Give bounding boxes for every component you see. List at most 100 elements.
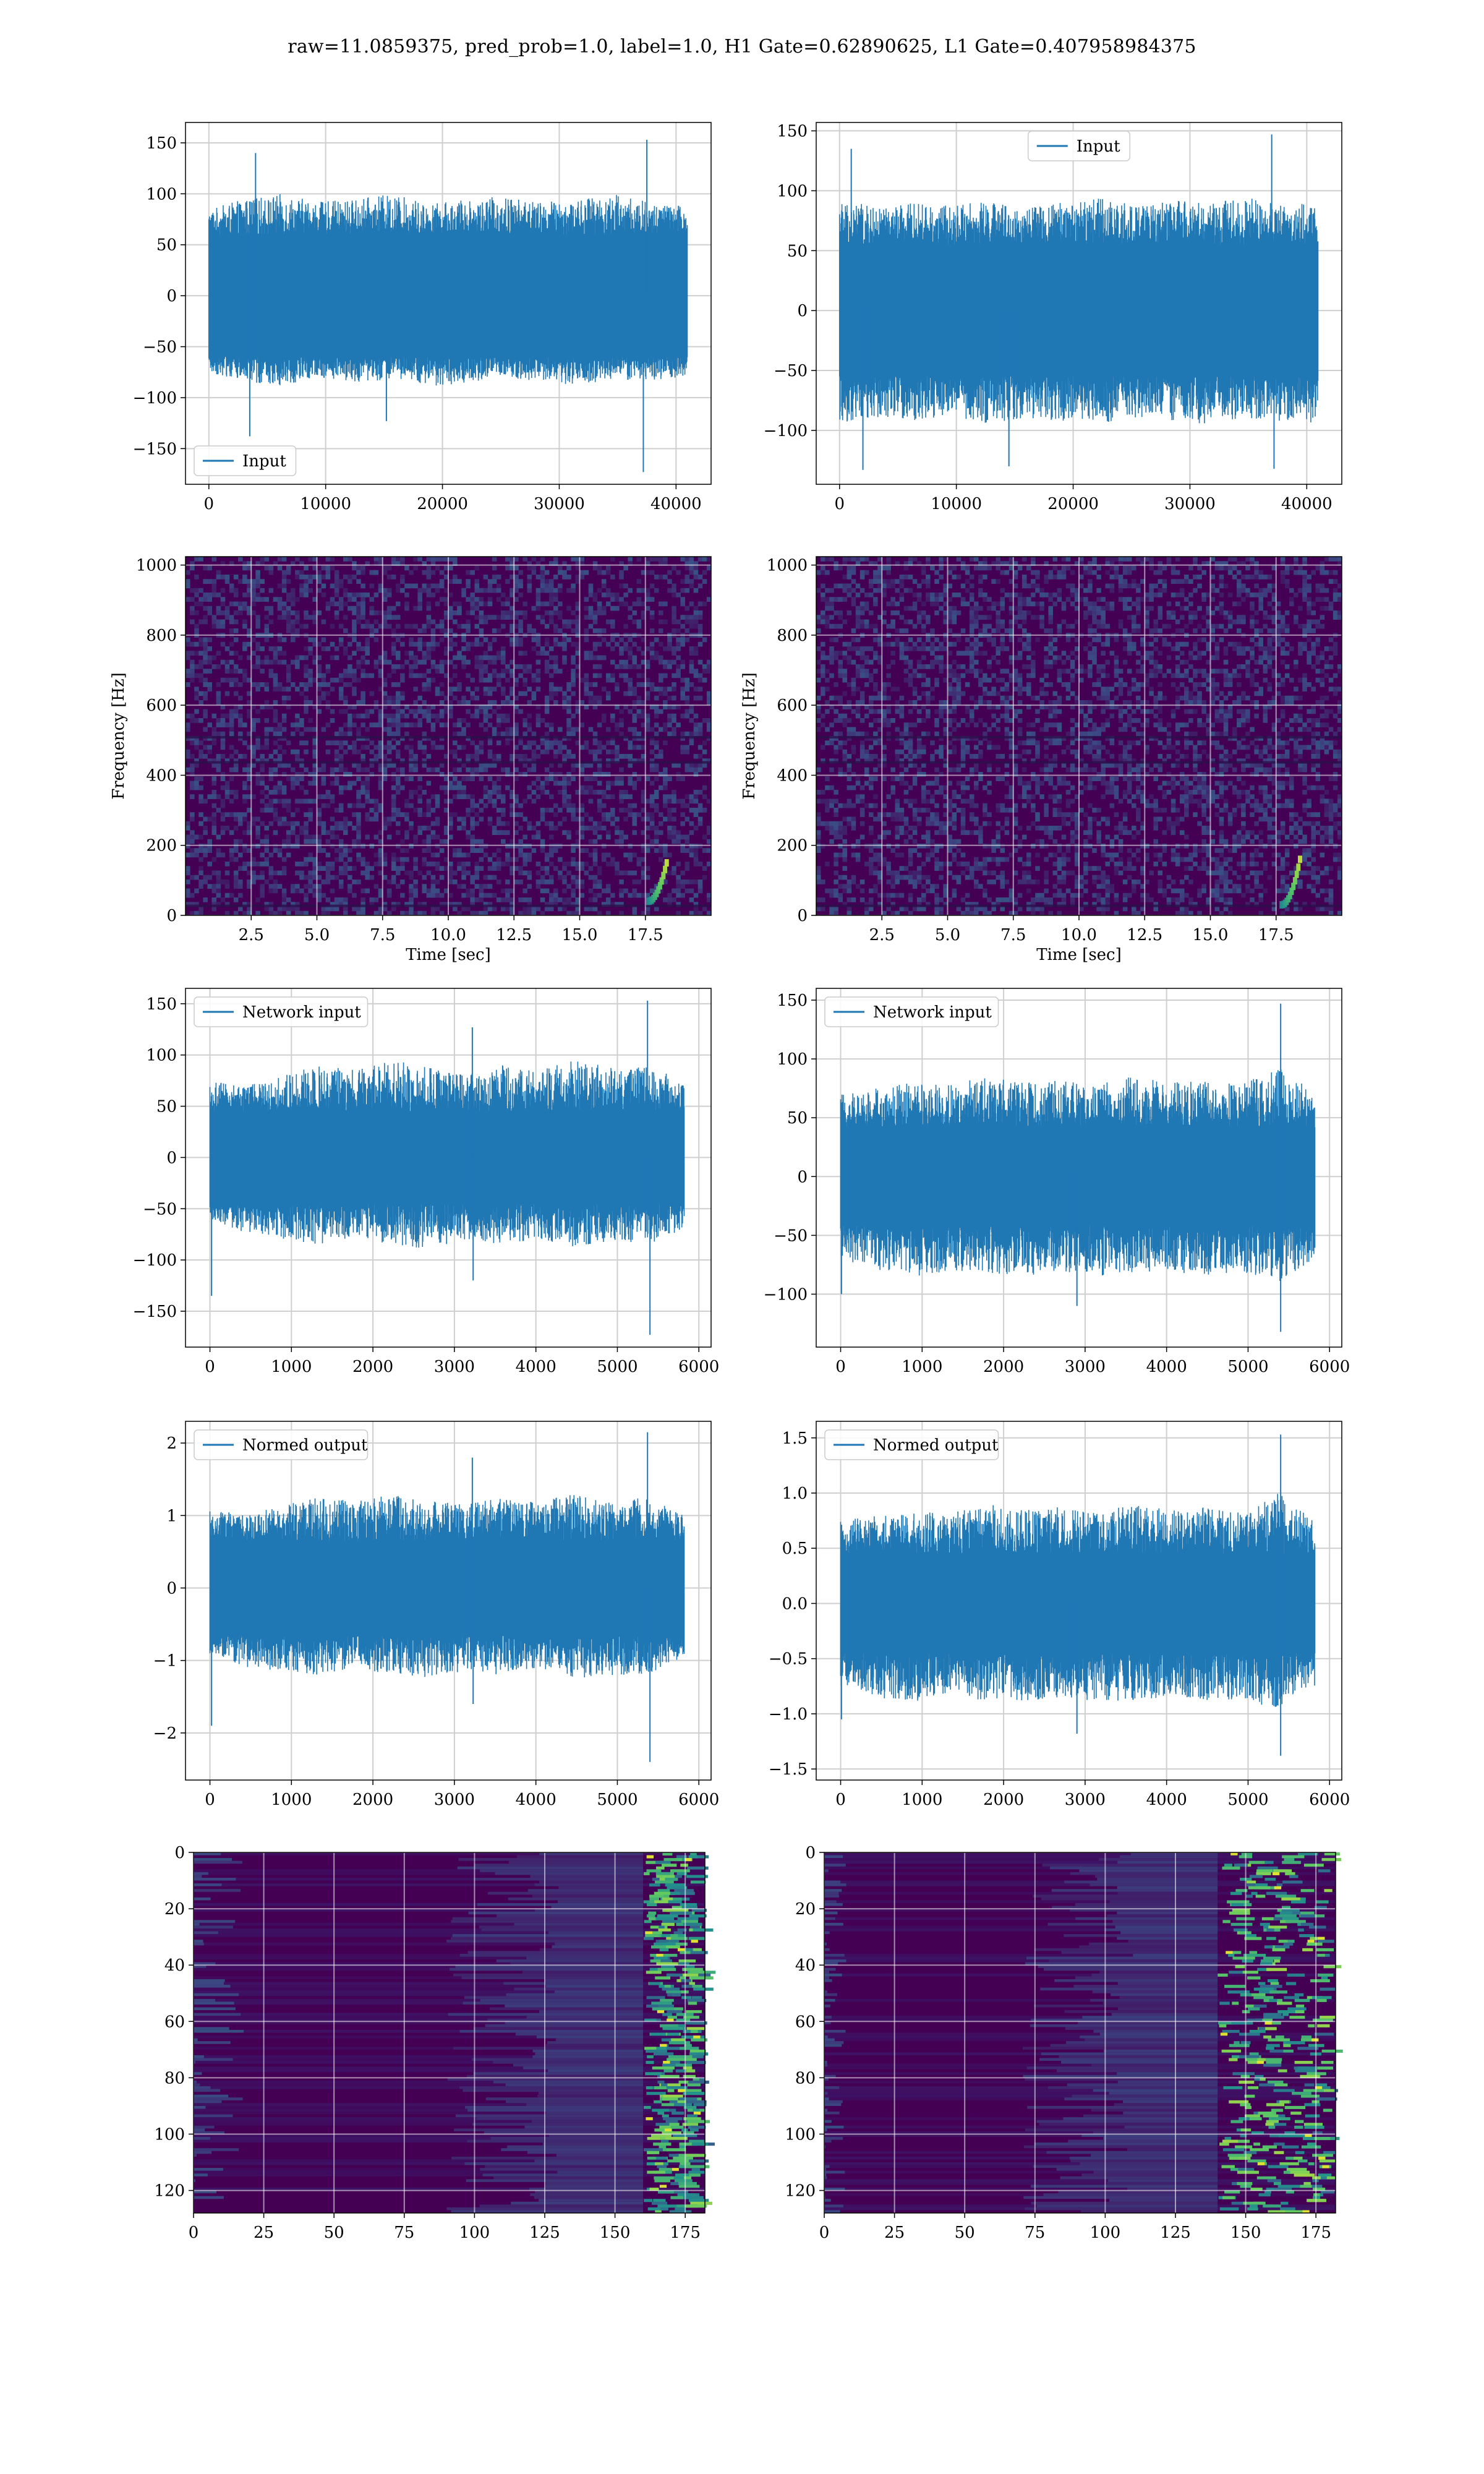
hot-pixel xyxy=(657,2010,665,2014)
y-tick-label: −100 xyxy=(764,422,808,440)
hot-pixel xyxy=(664,2128,672,2132)
x-tick-label: 1000 xyxy=(271,1791,312,1809)
y-tick-label: 100 xyxy=(146,185,177,203)
y-tick-label: 40 xyxy=(164,1956,185,1975)
x-tick-label: 1000 xyxy=(902,1791,942,1809)
legend: Normed output xyxy=(824,1429,999,1460)
x-tick-label: 0 xyxy=(835,1358,846,1376)
x-tick-label: 4000 xyxy=(516,1358,556,1376)
x-tick-label: 5000 xyxy=(597,1791,638,1809)
axes-frame xyxy=(816,122,1342,485)
y-tick-label: 800 xyxy=(777,627,808,645)
hot-pixel xyxy=(1230,1852,1238,1856)
hot-pixel xyxy=(691,1940,698,1943)
hot-pixel xyxy=(672,2168,679,2172)
y-axis-label: Frequency [Hz] xyxy=(109,672,128,800)
y-tick-label: 50 xyxy=(156,236,177,255)
y-tick-label: 120 xyxy=(785,2182,816,2201)
x-tick-label: 0 xyxy=(835,495,845,513)
axes-frame xyxy=(824,1852,1336,2214)
hot-pixel xyxy=(678,2089,685,2092)
x-tick-label: 17.5 xyxy=(628,926,663,944)
hot-pixel xyxy=(1322,2165,1329,2168)
x-tick-label: 75 xyxy=(1025,2224,1045,2242)
x-tick-label: 3000 xyxy=(1065,1791,1106,1809)
y-tick-label: 150 xyxy=(146,995,177,1014)
x-tick-label: 2000 xyxy=(352,1791,393,1809)
hot-pixel xyxy=(1307,1940,1315,1943)
y-tick-label: 1.0 xyxy=(782,1484,808,1503)
x-tick-label: 100 xyxy=(459,2224,490,2242)
y-tick-label: 200 xyxy=(777,837,808,855)
y-tick-label: −1.0 xyxy=(769,1705,808,1724)
y-tick-label: 60 xyxy=(164,2013,185,2031)
x-tick-label: 40000 xyxy=(650,495,702,513)
axes-frame xyxy=(185,556,712,916)
signal-series xyxy=(208,140,688,473)
chart-input-l1: Input 0 10000 20000 30000 40000 −100 −50 0 50 100 1… xyxy=(764,122,1342,513)
legend: Input xyxy=(1028,131,1130,161)
y-tick-label: 100 xyxy=(146,1047,177,1065)
y-tick-label: −1.5 xyxy=(769,1760,808,1779)
x-tick-label: 15.0 xyxy=(562,926,598,944)
hot-pixel xyxy=(663,2061,670,2065)
x-tick-label: 15.0 xyxy=(1193,926,1229,944)
legend: Normed output xyxy=(194,1429,369,1460)
x-tick-label: 125 xyxy=(1160,2224,1191,2242)
chirp-signal xyxy=(1291,883,1296,891)
signal-series xyxy=(839,134,1319,470)
chart-input-h1: Input 0 10000 20000 30000 40000 −150 −100 −50 0 50… xyxy=(133,122,712,513)
y-tick-label: 0 xyxy=(166,907,177,925)
y-tick-label: 0 xyxy=(174,1844,185,1862)
y-tick-label: 1000 xyxy=(767,557,808,575)
hot-pixel xyxy=(667,2018,674,2022)
hot-pixel xyxy=(1302,2210,1310,2214)
hot-pixel xyxy=(645,1931,652,1935)
y-tick-label: 50 xyxy=(787,1109,808,1128)
y-tick-label: −0.5 xyxy=(769,1650,808,1669)
y-tick-label: −100 xyxy=(133,1251,177,1270)
x-tick-label: 50 xyxy=(324,2224,344,2242)
y-tick-label: 1 xyxy=(166,1507,177,1525)
x-tick-label: 175 xyxy=(1300,2224,1331,2242)
x-tick-label: 2.5 xyxy=(869,926,895,944)
x-axis-label: Time [sec] xyxy=(1036,946,1122,964)
x-tick-label: 5000 xyxy=(597,1358,638,1376)
x-tick-label: 5000 xyxy=(1227,1358,1268,1376)
figure-title: raw=11.0859375, pred_prob=1.0, label=1.0… xyxy=(288,36,1196,58)
x-tick-label: 30000 xyxy=(534,495,585,513)
hot-pixel xyxy=(1311,2038,1319,2042)
y-tick-label: 80 xyxy=(164,2069,185,2087)
legend: Network input xyxy=(824,996,999,1027)
axes-frame xyxy=(185,1421,712,1781)
y-tick-label: 20 xyxy=(164,1900,185,1919)
y-tick-label: 40 xyxy=(795,1956,816,1975)
y-tick-label: −100 xyxy=(764,1285,808,1304)
hot-pixel xyxy=(1256,2061,1264,2065)
x-tick-label: 6000 xyxy=(1309,1358,1350,1376)
chart-spec-h1: 2.5 5.0 7.5 10.0 12.5 15.0 17.5 0 200 400 600 800 10… xyxy=(109,556,712,964)
chart-feat-l1: 0 25 50 75 100 125 150 175 0 20 40 60 80 100 120 xyxy=(785,1844,1343,2242)
x-tick-label: 4000 xyxy=(1146,1358,1187,1376)
axes-frame xyxy=(185,988,712,1348)
chirp-signal xyxy=(1292,877,1297,885)
x-tick-label: 175 xyxy=(670,2224,701,2242)
legend-label: Network input xyxy=(873,1003,992,1022)
chirp-signal xyxy=(661,871,666,880)
x-tick-label: 20000 xyxy=(1047,495,1099,513)
grid xyxy=(193,1852,705,2213)
y-tick-label: 0.0 xyxy=(782,1594,808,1613)
x-tick-label: 10000 xyxy=(931,495,982,513)
x-tick-label: 10.0 xyxy=(430,926,466,944)
legend: Input xyxy=(194,445,297,476)
chirp-signal xyxy=(657,882,662,890)
y-tick-label: 400 xyxy=(777,766,808,785)
y-tick-label: 150 xyxy=(146,134,177,153)
x-tick-label: 0 xyxy=(819,2224,830,2242)
signal-series xyxy=(209,1432,685,1762)
y-tick-label: 1.5 xyxy=(782,1429,808,1448)
x-tick-label: 12.5 xyxy=(1127,926,1162,944)
